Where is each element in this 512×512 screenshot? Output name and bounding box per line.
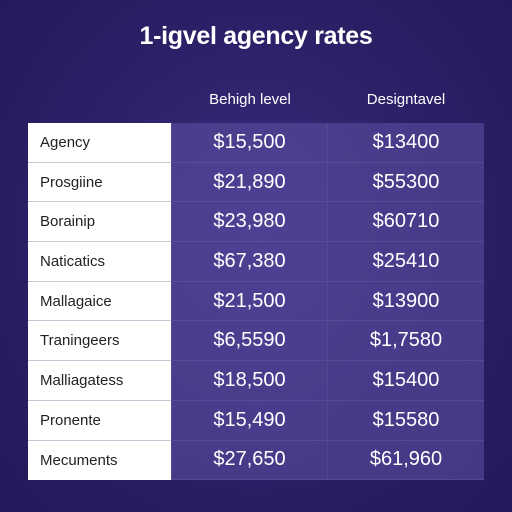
value-cell: $23,980 xyxy=(171,202,327,243)
value-cell: $55300 xyxy=(327,162,484,203)
value-cell: $1,7580 xyxy=(327,321,484,362)
value-cell: $15,500 xyxy=(171,123,327,163)
value-cell: $13400 xyxy=(327,123,484,163)
value-cell: $13900 xyxy=(327,281,484,322)
row-label: Agency xyxy=(28,123,171,163)
table-row: Mecuments $27,650 $61,960 xyxy=(28,440,484,481)
value-cell: $21,890 xyxy=(171,162,327,203)
rates-table: Agency $15,500 $13400 Prosgiine $21,890 … xyxy=(28,123,484,481)
table-row: Malliagatess $18,500 $15400 xyxy=(28,361,484,401)
row-label: Mallagaice xyxy=(28,281,171,322)
table-row: Mallagaice $21,500 $13900 xyxy=(28,281,484,322)
row-label: Pronente xyxy=(28,400,171,441)
chart-title: 1-igvel agency rates xyxy=(139,22,373,50)
column-header-2: Designtavel xyxy=(366,91,446,108)
value-cell: $27,650 xyxy=(171,440,327,481)
value-cell: $61,960 xyxy=(327,440,484,481)
column-header-1: Behigh level xyxy=(209,91,291,108)
table-row: Naticatics $67,380 $25410 xyxy=(28,242,484,282)
value-cell: $60710 xyxy=(327,202,484,243)
table-row: Pronente $15,490 $15580 xyxy=(28,400,484,441)
row-label: Naticatics xyxy=(28,242,171,282)
table-row: Agency $15,500 $13400 xyxy=(28,123,484,163)
value-cell: $67,380 xyxy=(171,242,327,282)
table-row: Traningeers $6,5590 $1,7580 xyxy=(28,321,484,362)
row-label: Malliagatess xyxy=(28,361,171,401)
value-cell: $15580 xyxy=(327,400,484,441)
value-cell: $18,500 xyxy=(171,361,327,401)
value-cell: $15,490 xyxy=(171,400,327,441)
row-label: Prosgiine xyxy=(28,162,171,203)
value-cell: $21,500 xyxy=(171,281,327,322)
row-label: Borainip xyxy=(28,202,171,243)
value-cell: $15400 xyxy=(327,361,484,401)
row-label: Mecuments xyxy=(28,440,171,481)
table-row: Prosgiine $21,890 $55300 xyxy=(28,162,484,203)
value-cell: $6,5590 xyxy=(171,321,327,362)
table-row: Borainip $23,980 $60710 xyxy=(28,202,484,243)
row-label: Traningeers xyxy=(28,321,171,362)
value-cell: $25410 xyxy=(327,242,484,282)
